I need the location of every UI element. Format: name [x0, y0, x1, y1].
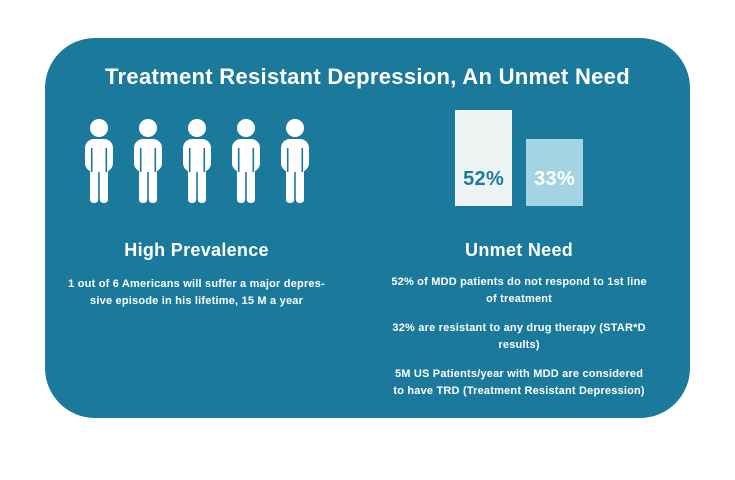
page-title: Treatment Resistant Depression, An Unmet… [105, 64, 630, 89]
unmet-need-point: 5M US Patients/year with MDD are conside… [393, 368, 645, 398]
content-row: High Prevalence 1 out of 6 Americans wil… [45, 96, 690, 400]
unmet-need-section: 52% 33% Unmet Need 52% of MDD patients d… [348, 96, 690, 400]
people-pictograph [45, 102, 348, 206]
infographic-card: Treatment Resistant Depression, An Unmet… [45, 38, 690, 418]
high-prevalence-text: 1 out of 6 Americans will suffer a major… [68, 278, 325, 308]
person-icon [84, 119, 113, 203]
unmet-need-point: 52% of MDD patients do not respond to 1s… [391, 276, 647, 306]
person-icon [280, 119, 309, 203]
person-icon [133, 119, 162, 203]
person-icon [231, 119, 260, 203]
unmet-need-bar-chart: 52% 33% [348, 102, 690, 206]
unmet-need-heading: Unmet Need [465, 240, 574, 260]
person-icon [182, 119, 211, 203]
bar-52-percent: 52% [455, 110, 513, 206]
high-prevalence-heading: High Prevalence [124, 240, 269, 260]
bar-label: 33% [534, 168, 576, 190]
bar-33-percent: 33% [526, 139, 584, 206]
unmet-need-point: 32% are resistant to any drug therapy (S… [392, 322, 646, 352]
bar-label: 52% [463, 168, 505, 190]
high-prevalence-section: High Prevalence 1 out of 6 Americans wil… [45, 96, 348, 400]
